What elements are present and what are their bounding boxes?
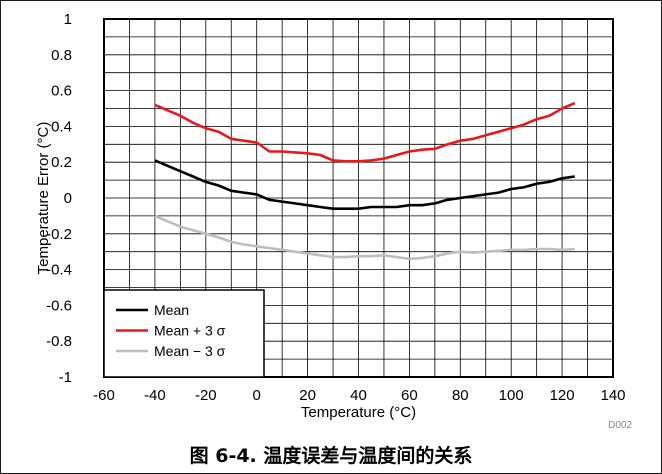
- legend-box: [103, 289, 265, 378]
- x-tick-label: -60: [93, 387, 115, 404]
- legend: Mean Mean + 3 σ Mean − 3 σ: [103, 289, 265, 378]
- x-tick-label: 80: [452, 387, 469, 404]
- y-tick-label: -0.8: [46, 333, 72, 350]
- x-tick-label: 100: [499, 387, 524, 404]
- y-tick-label: 0.6: [51, 83, 72, 100]
- x-tick-label: 120: [550, 387, 575, 404]
- x-tick-label: 0: [253, 387, 261, 404]
- y-tick-label: 1: [64, 11, 72, 28]
- plot-area-border: [103, 18, 614, 378]
- y-tick-label: 0.4: [51, 118, 72, 135]
- series-line-2: [154, 101, 576, 163]
- figure-caption: 图 6-4. 温度误差与温度间的关系: [189, 445, 473, 467]
- y-tick-label: -0.4: [46, 262, 72, 279]
- series-line-1: [154, 159, 575, 210]
- legend-label: Mean + 3 σ: [154, 323, 226, 339]
- series-line-3: [154, 214, 575, 261]
- series-layer: [154, 101, 576, 261]
- x-tick-label: 140: [600, 387, 625, 404]
- y-tick-label: 0.2: [51, 154, 72, 171]
- y-axis-title: Temperature Error (°C): [35, 122, 52, 275]
- y-tick-label: 0: [64, 190, 72, 207]
- x-tick-label: 60: [401, 387, 418, 404]
- x-tick-labels: -60 -40 -20 0 20 40 60 80 100 120 140: [93, 387, 625, 404]
- legend-items: Mean Mean + 3 σ Mean − 3 σ: [116, 302, 226, 359]
- y-tick-label: 0.8: [51, 47, 72, 64]
- legend-label: Mean: [154, 302, 189, 318]
- y-tick-label: -1: [59, 369, 72, 386]
- y-tick-labels: -1 -0.8 -0.6 -0.4 -0.2 0 0.2 0.4 0.6 0.8 1: [46, 11, 72, 386]
- y-tick-label: -0.2: [46, 226, 72, 243]
- x-tick-label: 20: [299, 387, 316, 404]
- figure-code: D002: [608, 420, 632, 431]
- legend-label: Mean − 3 σ: [154, 343, 226, 359]
- x-tick-label: 40: [350, 387, 367, 404]
- y-tick-label: -0.6: [46, 297, 72, 314]
- x-tick-label: -20: [195, 387, 217, 404]
- x-axis-title: Temperature (°C): [301, 404, 416, 421]
- x-tick-label: -40: [144, 387, 166, 404]
